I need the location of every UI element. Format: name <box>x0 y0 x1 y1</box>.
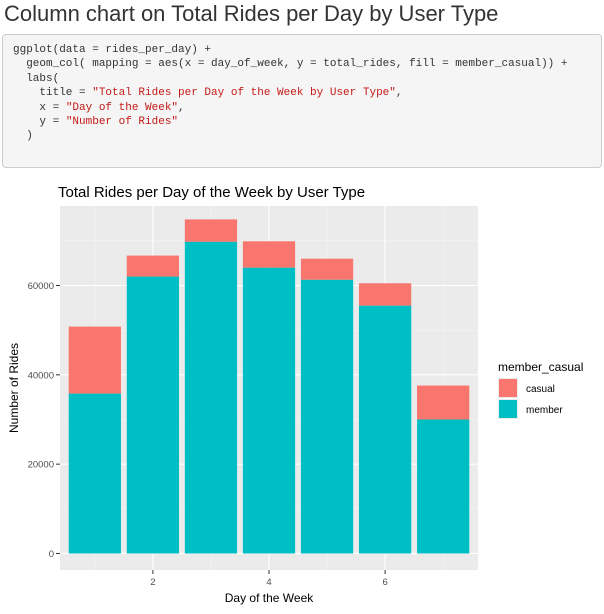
legend-items: casual member <box>498 378 563 419</box>
legend-label-casual: casual <box>526 384 555 395</box>
x-tick-label: 4 <box>266 577 271 588</box>
bar-casual <box>242 241 296 268</box>
code-token: , <box>395 87 403 100</box>
bar-casual <box>68 326 121 394</box>
bar-chart: Total Rides per Day of the Week by User … <box>7 184 583 605</box>
code-string: "Number of Rides" <box>65 115 179 128</box>
code-line: labs( <box>13 72 591 86</box>
chart-title: Total Rides per Day of the Week by User … <box>58 184 365 201</box>
x-tick-label: 2 <box>150 577 155 588</box>
code-token: y = <box>13 115 66 128</box>
y-axis-label: Number of Rides <box>7 343 21 433</box>
code-string: "Total Rides per Day of the Week by User… <box>92 87 396 100</box>
y-axis: 0 20000 40000 60000 <box>28 281 60 560</box>
legend-label-member: member <box>526 405 563 416</box>
code-line: y = "Number of Rides" <box>13 115 591 129</box>
legend-swatch-member <box>499 400 517 418</box>
code-token: ) <box>13 130 33 143</box>
bar-member <box>358 305 412 554</box>
code-line: ) <box>13 129 591 143</box>
code-line: ggplot(data = rides_per_day) + <box>13 43 591 57</box>
bar-member <box>184 241 238 554</box>
section-heading: Column chart on Total Rides per Day by U… <box>4 1 499 26</box>
bar-casual <box>184 219 238 242</box>
code-line: x = "Day of the Week", <box>13 101 591 115</box>
bar-member <box>417 419 470 554</box>
code-token: , <box>178 101 185 114</box>
legend-title: member_casual <box>498 360 583 374</box>
code-token: geom_col( mapping = aes(x = day_of_week,… <box>13 58 568 71</box>
bar-casual <box>126 255 180 277</box>
code-line: title = "Total Rides per Day of the Week… <box>13 86 591 100</box>
code-token: ggplot(data = rides_per_day) + <box>13 44 212 56</box>
y-tick-label: 0 <box>49 549 54 560</box>
bar-casual <box>358 283 412 306</box>
x-axis-label: Day of the Week <box>225 591 314 605</box>
bar-casual <box>300 258 354 280</box>
bars <box>68 219 470 554</box>
code-token: labs( <box>13 72 60 85</box>
y-tick-label: 60000 <box>28 281 54 292</box>
code-line: geom_col( mapping = aes(x = day_of_week,… <box>13 57 591 71</box>
y-tick-label: 40000 <box>28 370 54 381</box>
bar-member <box>68 393 121 554</box>
code-string: "Day of the Week" <box>65 101 179 114</box>
code-block: ggplot(data = rides_per_day) + geom_col(… <box>2 34 602 168</box>
y-tick-label: 20000 <box>28 460 54 471</box>
legend-swatch-casual <box>499 379 517 397</box>
bar-casual <box>417 385 470 420</box>
bar-member <box>242 267 296 554</box>
bar-member <box>126 276 180 554</box>
bar-member <box>300 279 354 554</box>
code-token: title = <box>13 87 93 100</box>
x-tick-label: 6 <box>382 577 387 588</box>
x-axis: 2 4 6 <box>150 570 388 588</box>
legend: member_casual casual member <box>498 360 583 419</box>
code-token: x = <box>13 101 66 114</box>
